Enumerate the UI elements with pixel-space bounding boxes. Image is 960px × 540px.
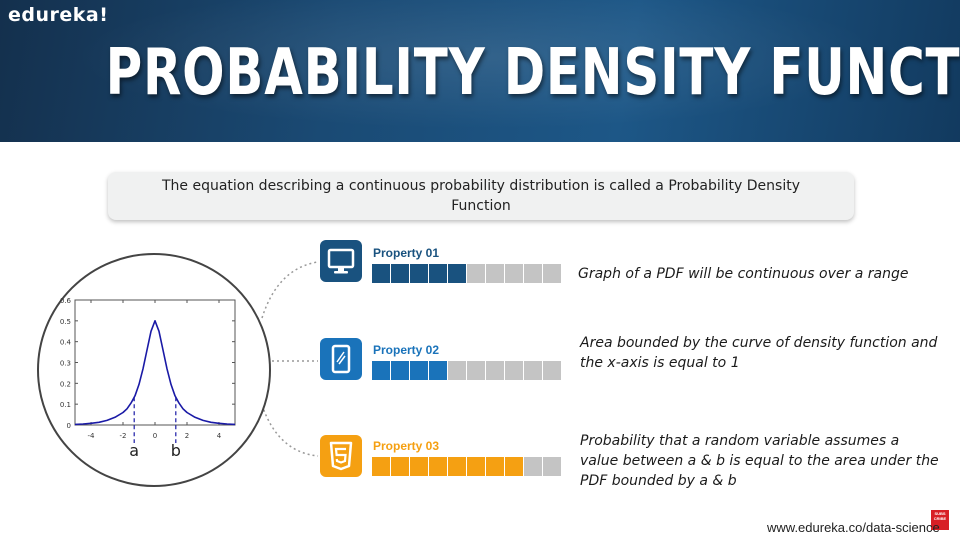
property-progress-bar (372, 361, 562, 380)
definition-box: The equation describing a continuous pro… (108, 172, 854, 220)
property-progress-bar (372, 264, 562, 283)
tablet-icon (320, 338, 362, 380)
pdf-curve-line (74, 319, 236, 426)
progress-segment-empty (505, 361, 523, 380)
property-progress-bar (372, 457, 562, 476)
progress-segment-filled (429, 264, 447, 283)
plot-area-frame (74, 299, 236, 426)
x-tick-label: -4 (88, 432, 96, 440)
y-tick-label: 0.4 (60, 339, 72, 347)
progress-segment-filled (410, 264, 428, 283)
progress-segment-filled (467, 457, 485, 476)
y-tick-label: 0 (67, 422, 71, 430)
chart-frame (74, 299, 236, 426)
progress-segment-filled (372, 361, 390, 380)
x-tick-label: -2 (120, 432, 127, 440)
pdf-graph-circle (37, 253, 271, 487)
progress-segment-empty (543, 361, 561, 380)
chart-series (74, 319, 236, 426)
progress-segment-empty (524, 264, 542, 283)
y-axis-ticks: 0 0.1 0.2 0.3 0.4 0.5 0.6 (60, 297, 235, 430)
property-label: Property 03 (373, 439, 440, 453)
monitor-icon (320, 240, 362, 282)
header-banner: edureka! PROBABILITY DENSITY FUNCTION (0, 0, 960, 142)
progress-segment-empty (543, 457, 561, 476)
marker-b-label: b (171, 441, 181, 460)
property-label: Property 02 (373, 343, 440, 357)
definition-text: The equation describing a continuous pro… (161, 178, 801, 214)
x-tick-label: 4 (217, 432, 222, 440)
progress-segment-filled (429, 361, 447, 380)
progress-segment-filled (429, 457, 447, 476)
progress-segment-filled (391, 264, 409, 283)
footer-url[interactable]: www.edureka.co/data-science (767, 520, 940, 535)
marker-a-label: a (129, 441, 139, 460)
progress-segment-filled (448, 264, 466, 283)
property-label: Property 01 (373, 246, 440, 260)
x-tick-label: 2 (185, 432, 189, 440)
page-title: PROBABILITY DENSITY FUNCTION (105, 36, 960, 110)
y-tick-label: 0.5 (60, 318, 71, 326)
progress-segment-filled (410, 457, 428, 476)
y-tick-label: 0.2 (60, 380, 71, 388)
progress-segment-filled (372, 264, 390, 283)
y-tick-label: 0.3 (60, 360, 71, 368)
property-description: Probability that a random variable assum… (580, 433, 939, 489)
progress-segment-filled (372, 457, 390, 476)
progress-segment-empty (467, 361, 485, 380)
html5-icon (320, 435, 362, 477)
progress-segment-empty (543, 264, 561, 283)
progress-segment-empty (524, 457, 542, 476)
progress-segment-filled (505, 457, 523, 476)
property-description: Area bounded by the curve of density fun… (580, 335, 938, 371)
progress-segment-filled (391, 361, 409, 380)
connector-property-01 (261, 261, 319, 319)
subscribe-badge[interactable]: SUBS CRIBE (931, 510, 949, 530)
y-tick-label: 0.6 (60, 297, 72, 305)
progress-segment-filled (486, 457, 504, 476)
brand-logo[interactable]: edureka! (8, 4, 109, 26)
progress-segment-empty (505, 264, 523, 283)
progress-segment-empty (486, 264, 504, 283)
progress-segment-empty (448, 361, 466, 380)
progress-segment-filled (391, 457, 409, 476)
y-tick-label: 0.1 (60, 401, 71, 409)
progress-segment-empty (486, 361, 504, 380)
progress-segment-empty (524, 361, 542, 380)
progress-segment-empty (467, 264, 485, 283)
property-description: Graph of a PDF will be continuous over a… (578, 266, 909, 282)
x-tick-label: 0 (153, 432, 157, 440)
progress-segment-filled (448, 457, 466, 476)
progress-segment-filled (410, 361, 428, 380)
